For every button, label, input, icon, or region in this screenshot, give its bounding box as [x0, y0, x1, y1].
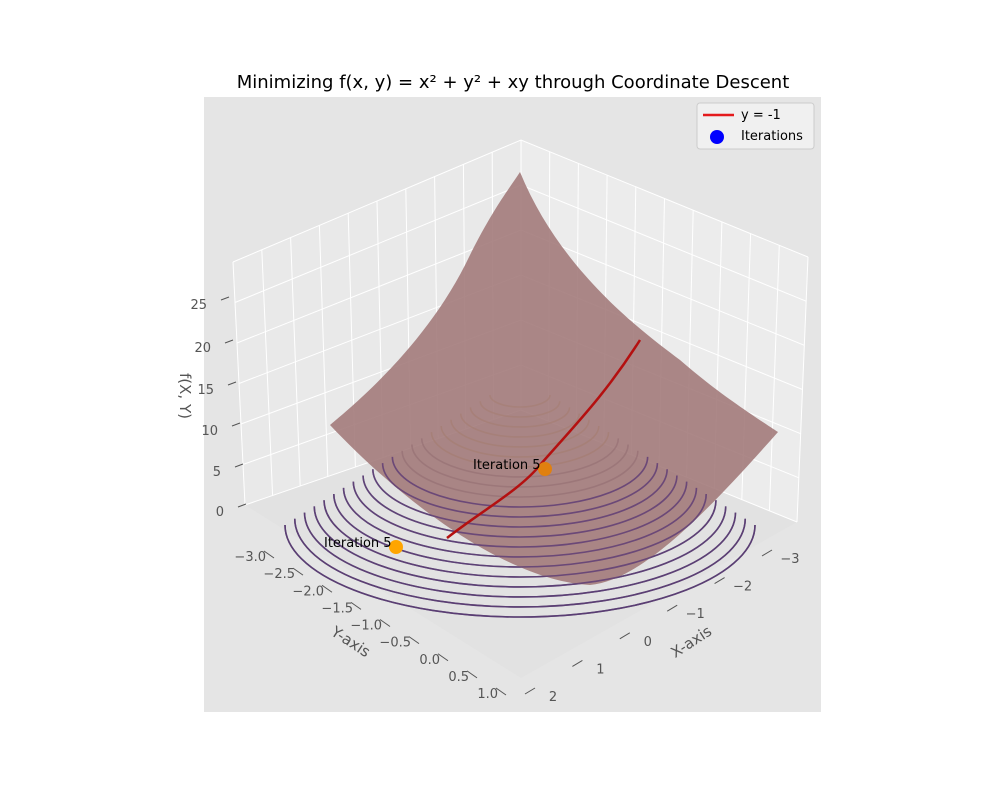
y-tick-label: −2.5: [263, 567, 295, 582]
contour-line: [323, 500, 717, 578]
y-tick-label: 0.0: [419, 653, 440, 668]
legend-label: y = -1: [741, 108, 781, 123]
legend-marker-swatch: [710, 130, 724, 144]
contour-line: [372, 469, 668, 528]
x-axis: −3 −2 −1 0 1 2: [524, 549, 800, 705]
contour-line: [284, 524, 756, 618]
x-tick: [572, 659, 583, 667]
legend: y = -1 Iterations: [696, 102, 815, 150]
x-tick: [619, 632, 631, 640]
z-tick-label: 5: [213, 465, 221, 480]
y-tick-label: −1.0: [350, 619, 382, 634]
contour-line: [352, 481, 688, 548]
contour-line: [381, 463, 659, 518]
contour-line: [293, 518, 747, 608]
z-axis: 0 5 10 15 20 25: [190, 296, 247, 520]
y-tick-label: −2.0: [292, 584, 324, 599]
x-tick: [524, 687, 536, 695]
y-tick-label: −1.5: [321, 601, 353, 616]
y-tick: [321, 584, 333, 593]
y-tick: [466, 670, 478, 679]
y-tick: [350, 601, 362, 610]
z-tick: [224, 339, 234, 344]
z-tick: [227, 381, 237, 386]
y-tick-label: −0.5: [379, 636, 411, 651]
y-tick: [263, 550, 275, 559]
y-tick-label: 1.0: [477, 687, 498, 702]
y-tick: [379, 619, 391, 627]
contour-line: [391, 456, 649, 508]
chart-title: Minimizing f(x, y) = x² + y² + xy throug…: [237, 72, 790, 93]
x-tick: [761, 549, 773, 557]
legend-label: Iterations: [741, 129, 803, 144]
x-tick-label: −1: [686, 607, 705, 622]
y-tick: [437, 653, 449, 662]
x-tick: [666, 604, 678, 612]
y-tick-label: 0.5: [448, 670, 469, 685]
y-axis: −3.0 −2.5 −2.0 −1.5 −1.0 −0.5 0.0 0.5 1.0: [234, 550, 507, 702]
x-tick-label: 2: [549, 690, 557, 705]
z-tick-label: 0: [216, 505, 224, 520]
z-tick: [220, 296, 230, 301]
y-tick: [292, 567, 304, 576]
x-tick-label: 0: [644, 635, 652, 650]
surface: [330, 172, 778, 585]
x-tick-label: −2: [733, 580, 752, 595]
iteration-label: Iteration 5: [324, 536, 392, 551]
contour-line: [333, 494, 707, 568]
z-tick: [234, 463, 244, 468]
y-tick-label: −3.0: [234, 550, 266, 565]
iteration-point: [538, 462, 552, 476]
contour-line: [362, 475, 678, 538]
x-tick-label: −3: [780, 552, 799, 567]
y-tick: [408, 636, 420, 645]
contour-lines-front: [284, 456, 756, 618]
z-tick-label: 25: [190, 298, 207, 313]
x-tick-label: 1: [596, 662, 604, 677]
z-tick-label: 15: [197, 383, 214, 398]
contour-line: [313, 506, 727, 588]
z-tick: [237, 503, 247, 508]
iteration-point: [389, 540, 403, 554]
iteration-label: Iteration 5: [473, 458, 541, 473]
grid-line: [232, 139, 809, 263]
y-tick: [495, 687, 507, 696]
z-tick-label: 10: [201, 424, 218, 439]
z-tick-label: 20: [194, 341, 211, 356]
contour-line: [303, 512, 737, 598]
contour-line: [342, 487, 698, 558]
z-axis-label: f(X, Y): [176, 373, 194, 419]
x-tick: [714, 577, 725, 585]
z-tick: [231, 422, 241, 427]
